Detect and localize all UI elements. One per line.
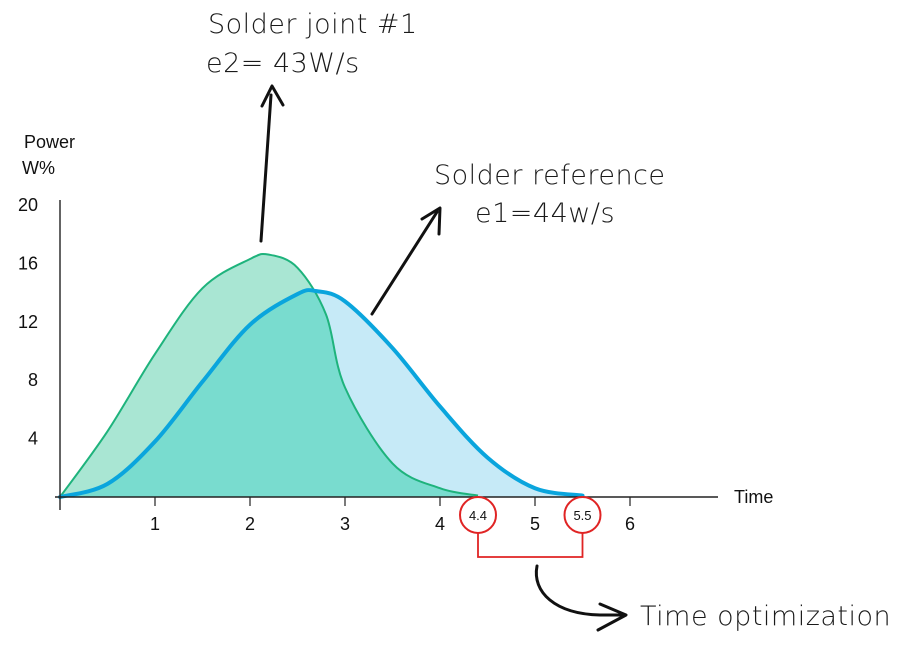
x-tick-marks (154, 497, 631, 506)
x-axis-title: Time (734, 487, 773, 507)
overlap-area (60, 290, 478, 497)
y-tick-label: 16 (18, 253, 38, 273)
x-tick-label: 3 (340, 514, 350, 534)
reference-annotation-line2: e1=44w/s (475, 198, 615, 229)
y-tick-labels: 4 8 12 16 20 (18, 195, 38, 449)
y-tick-label: 8 (28, 370, 38, 390)
marker-label: 4.4 (469, 508, 487, 523)
end-time-markers: 4.4 5.5 (459, 496, 602, 534)
solder-joint-curve (59, 252, 479, 498)
time-optimization-annotation: Time optimization (640, 601, 891, 632)
x-tick-label: 5 (530, 514, 540, 534)
solder-reference-curve (58, 288, 585, 499)
x-tick-labels: 1 2 3 4 5 6 (150, 514, 635, 534)
x-tick-label: 1 (150, 514, 160, 534)
y-axis-title-line2: W% (22, 158, 55, 178)
reference-arrow-icon (370, 206, 442, 316)
y-tick-label: 20 (18, 195, 38, 215)
joint-annotation-line2: e2= 43W/s (206, 48, 360, 79)
joint-arrow-icon (259, 84, 285, 243)
y-tick-label: 4 (28, 429, 38, 449)
time-bracket (477, 533, 584, 558)
reference-annotation-line1: Solder reference (434, 160, 666, 191)
curved-arrow-icon (534, 564, 628, 632)
x-tick-label: 4 (435, 514, 445, 534)
marker-label: 5.5 (573, 508, 591, 523)
y-axis-title-line1: Power (24, 132, 75, 152)
x-tick-label: 6 (625, 514, 635, 534)
x-tick-label: 2 (245, 514, 255, 534)
joint-annotation-line1: Solder joint #1 (208, 9, 418, 40)
y-tick-label: 12 (18, 312, 38, 332)
